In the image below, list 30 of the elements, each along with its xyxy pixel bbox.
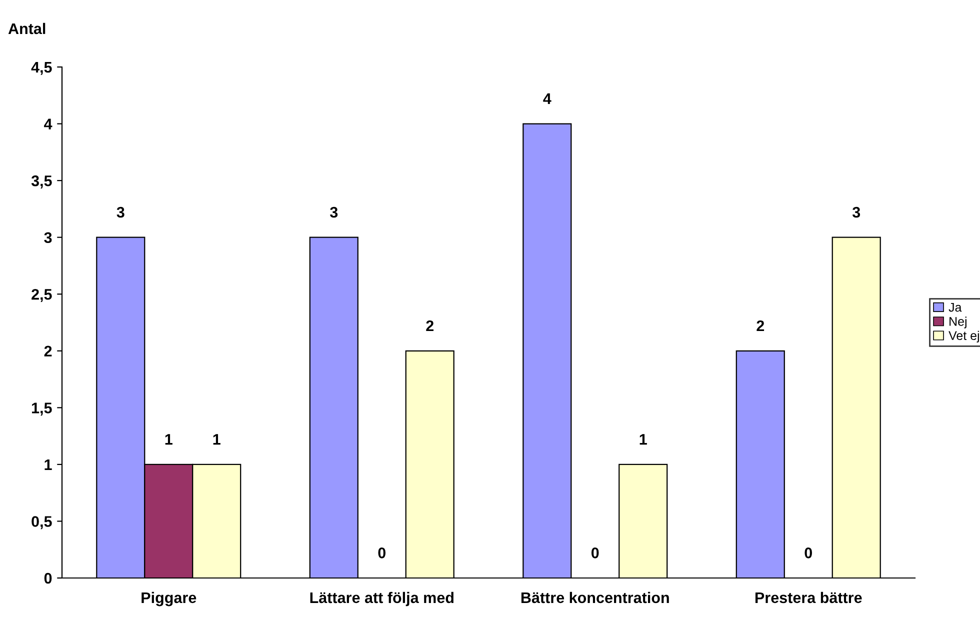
x-tick-label: Bättre koncentration [521,592,669,604]
y-tick-label: 1,5 [32,402,52,416]
y-tick-label: 3,5 [31,175,52,188]
data-label: 3 [852,206,860,218]
data-label: 1 [213,434,220,445]
data-label: 1 [640,434,647,445]
x-tick-label: Piggare [142,592,196,606]
legend-label: Ja [948,302,962,312]
legend-label: Nej [950,316,966,328]
data-label: 0 [591,547,599,558]
y-axis-title: Antal [8,22,46,34]
data-label: 3 [116,206,124,218]
data-label: 4 [543,93,552,104]
legend-label: Vet ej [948,330,979,342]
y-tick-label: 0,5 [32,516,52,530]
y-tick-label: 1 [44,459,52,470]
x-tick-label: Lättare att följa med [310,592,454,606]
data-label: 2 [426,320,434,332]
y-tick-label: 0 [44,572,52,584]
data-label: 3 [330,206,338,218]
y-tick-label: 3 [44,232,52,244]
y-tick-label: 2,5 [32,288,52,302]
y-tick-label: 4 [44,118,52,130]
data-label: 1 [165,434,172,445]
data-label: 0 [804,547,812,558]
x-tick-label: Prestera bättre [755,592,862,604]
y-tick-label: 4,5 [31,62,52,75]
data-label: 0 [378,547,386,558]
data-label: 2 [756,320,764,332]
y-tick-label: 2 [44,346,52,356]
